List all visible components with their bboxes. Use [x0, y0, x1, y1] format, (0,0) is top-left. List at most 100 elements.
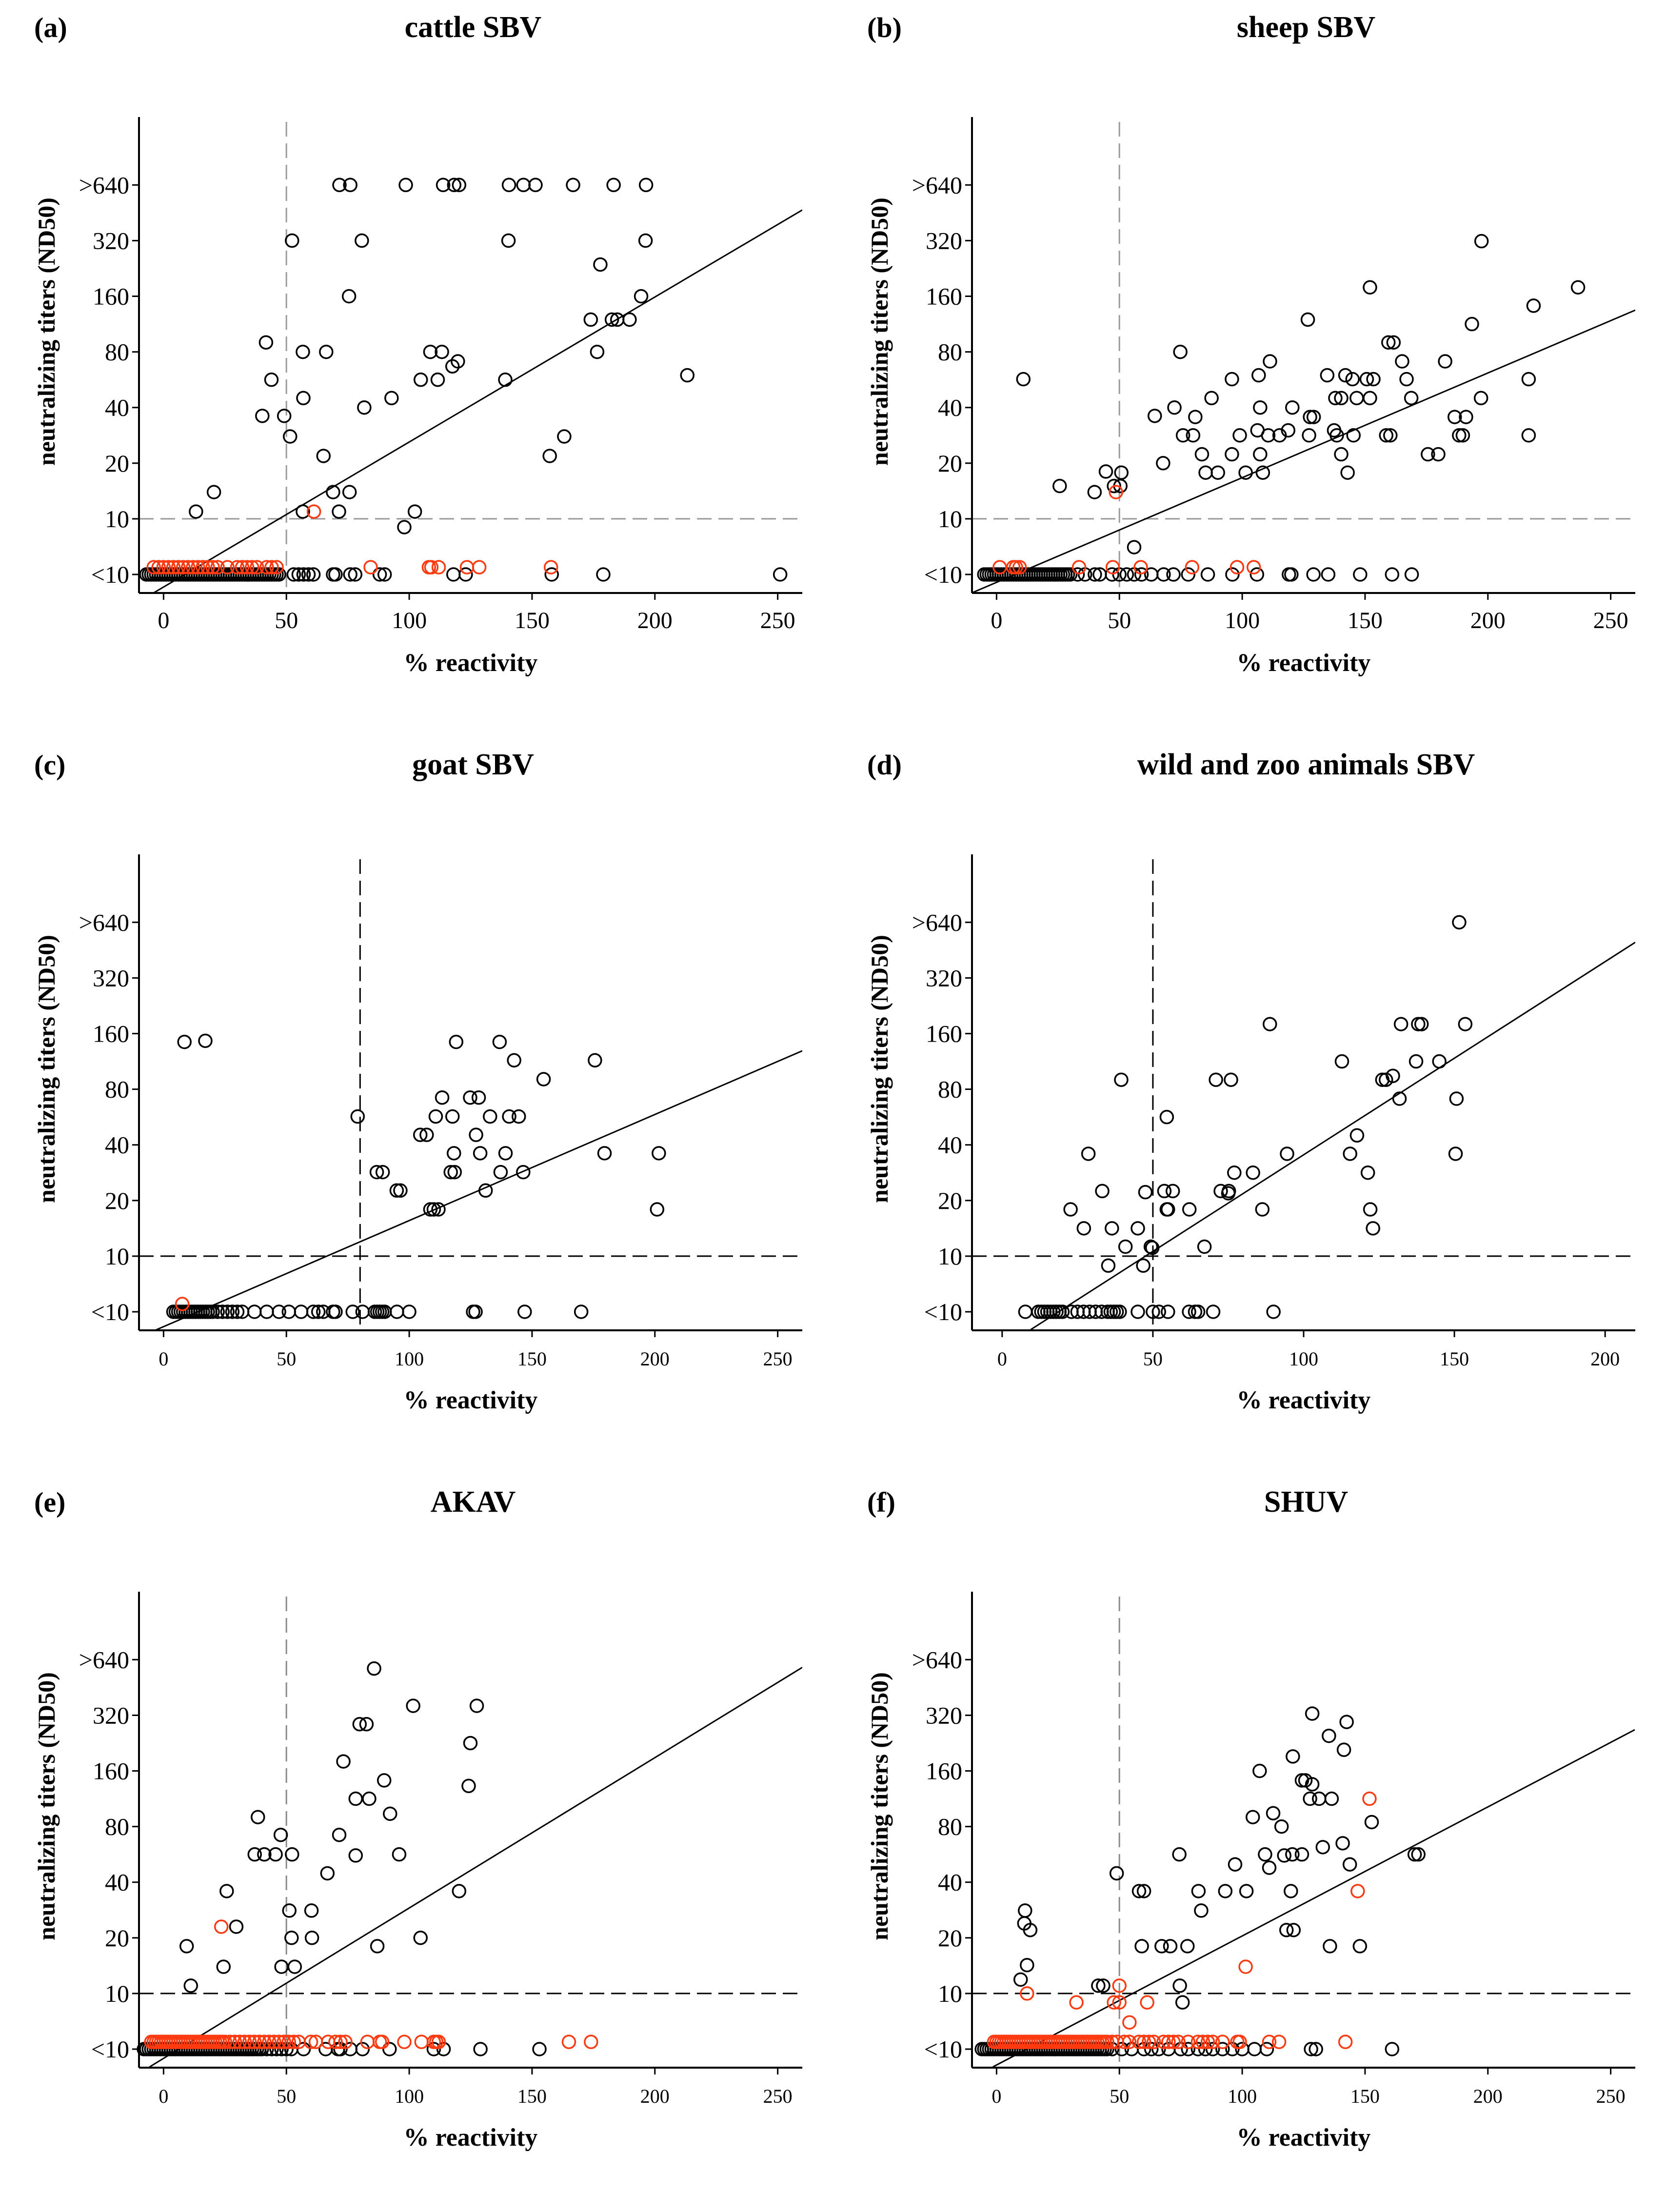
data-point: [359, 1717, 374, 1732]
data-point: [1284, 1884, 1298, 1898]
data-point: [1449, 1091, 1464, 1106]
data-point: [1334, 447, 1349, 462]
data-point: [1281, 423, 1296, 438]
data-point-below-10: [1105, 567, 1119, 582]
y-tick-label: 80: [105, 1076, 129, 1103]
data-point: [397, 520, 412, 534]
data-point-red-below-10: [205, 560, 220, 574]
x-axis-label: % reactivity: [1236, 2124, 1371, 2152]
data-point: [1393, 1017, 1408, 1031]
data-point-below-10: [220, 1304, 235, 1319]
data-point-below-10: [255, 2042, 269, 2056]
data-point: [1143, 1239, 1158, 1254]
data-point-below-10: [1181, 2042, 1196, 2056]
data-point: [1431, 447, 1446, 462]
data-point-red: [306, 504, 321, 519]
data-point-red: [175, 1297, 190, 1311]
panel-f-shuv: (f) SHUV <10 10 20 40 80 160 320 >640 0 50 100 150 2…: [833, 1475, 1666, 2212]
data-point: [501, 178, 516, 193]
data-point-below-10: [426, 2042, 441, 2056]
data-point: [1521, 428, 1536, 443]
data-point: [1098, 464, 1113, 479]
data-point: [501, 233, 516, 248]
data-point-below-10: [1306, 567, 1321, 582]
data-point: [638, 178, 654, 193]
y-tick-label: 320: [926, 1701, 962, 1729]
y-tick-label: >640: [912, 171, 962, 198]
data-point-red-below-10: [235, 560, 250, 574]
data-point: [1339, 1715, 1354, 1729]
data-point-below-10: [1156, 567, 1171, 582]
data-point-below-10: [1112, 1304, 1127, 1319]
data-point: [1379, 428, 1393, 443]
data-point: [1311, 1791, 1327, 1806]
data-point-below-10: [1259, 2042, 1274, 2056]
data-point: [471, 1090, 486, 1105]
data-point: [369, 1165, 384, 1180]
data-point: [1172, 1847, 1187, 1862]
data-point-below-10: [355, 1304, 370, 1319]
data-point: [516, 1165, 531, 1180]
x-axis-label: % reactivity: [403, 1386, 538, 1414]
data-point-red-below-10: [303, 2034, 318, 2049]
data-point: [1408, 1054, 1424, 1069]
data-point: [597, 1146, 612, 1161]
data-point-below-10: [210, 1304, 225, 1319]
data-point: [1303, 410, 1317, 424]
data-point: [284, 1931, 299, 1945]
y-tick-label: 80: [105, 1813, 129, 1840]
data-point: [273, 1827, 288, 1842]
data-point: [1182, 1202, 1197, 1217]
data-point: [528, 178, 543, 193]
data-point-red-below-10: [584, 2034, 598, 2049]
data-point: [423, 1202, 438, 1217]
y-tick-label: 10: [938, 505, 962, 533]
data-point: [516, 178, 531, 193]
data-point: [1175, 428, 1190, 443]
data-point-below-10: [468, 1304, 483, 1319]
data-point: [449, 1034, 464, 1049]
data-point: [419, 1127, 434, 1142]
data-point-below-10: [1070, 567, 1085, 582]
data-point-red: [1020, 1986, 1034, 2001]
data-point-below-10: [1119, 567, 1134, 582]
data-point: [1360, 1165, 1375, 1180]
data-point: [1277, 1848, 1291, 1863]
data-point: [436, 178, 451, 193]
y-tick-label: 80: [938, 338, 962, 366]
data-point-below-10: [1144, 2042, 1159, 2056]
data-point: [1221, 1186, 1236, 1201]
data-point: [383, 1806, 397, 1821]
panel-letter: (b): [867, 12, 902, 43]
data-point-below-10: [274, 2042, 289, 2056]
data-point: [536, 1072, 551, 1086]
data-point: [435, 344, 449, 359]
data-point-below-10: [296, 567, 311, 582]
data-point: [1246, 1165, 1260, 1180]
data-point-red-below-10: [267, 2034, 281, 2049]
data-point-below-10: [1304, 2042, 1318, 2056]
panel-letter: (c): [34, 749, 66, 781]
y-tick-label: <10: [924, 2035, 962, 2063]
y-tick-label: 20: [938, 1187, 962, 1214]
x-tick-label: 150: [1350, 2085, 1380, 2107]
data-point-below-10: [306, 567, 321, 582]
data-point: [1334, 391, 1349, 406]
data-point: [1107, 478, 1121, 494]
data-point: [1329, 428, 1344, 443]
data-point: [430, 372, 445, 387]
scatter-plot: <10 10 20 40 80 160 320 >640 0 50 100 150 200 250: [79, 854, 802, 1370]
data-point-below-10: [1124, 2042, 1139, 2056]
data-point: [1285, 1847, 1300, 1862]
x-tick-label: 50: [277, 2085, 296, 2107]
y-tick-label: <10: [91, 1298, 129, 1325]
data-point: [469, 1127, 483, 1142]
data-point: [377, 1773, 392, 1788]
data-point-below-10: [1385, 2042, 1400, 2056]
data-point-red-below-10: [1156, 2034, 1171, 2049]
y-tick-label: 40: [938, 1131, 962, 1159]
data-point: [1345, 372, 1360, 387]
data-point: [1172, 1978, 1187, 1993]
data-point: [1173, 344, 1188, 359]
y-tick-label: 160: [926, 1758, 962, 1785]
